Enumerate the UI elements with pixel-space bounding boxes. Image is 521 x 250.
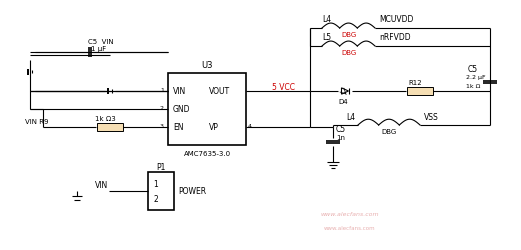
Text: L4: L4 [322, 16, 331, 24]
Text: VOUT: VOUT [208, 86, 230, 96]
Text: 1k Ω3: 1k Ω3 [95, 116, 115, 122]
Bar [168, 73, 246, 145]
Text: C5  VIN: C5 VIN [88, 39, 114, 45]
Text: AMC7635-3.0: AMC7635-3.0 [183, 151, 231, 157]
Text: DBG: DBG [381, 129, 396, 135]
Text: 1: 1 [160, 88, 164, 94]
Text: 2: 2 [153, 195, 158, 204]
Text: GND: GND [173, 104, 191, 114]
Text: VIN: VIN [95, 182, 108, 190]
Text: 2.2 μF: 2.2 μF [466, 76, 486, 80]
Text: 2: 2 [160, 106, 164, 112]
Text: 1 μF: 1 μF [91, 46, 106, 52]
Text: VIN R9: VIN R9 [25, 119, 48, 125]
Text: POWER: POWER [178, 186, 206, 196]
Text: P1: P1 [156, 162, 166, 172]
Polygon shape [341, 88, 349, 94]
Text: C5: C5 [336, 126, 346, 134]
Text: DBG: DBG [341, 32, 356, 38]
Text: MCUVDD: MCUVDD [379, 16, 413, 24]
Text: DBG: DBG [341, 50, 356, 56]
Text: 1n: 1n [336, 135, 345, 141]
Text: C5: C5 [468, 66, 478, 74]
Text: www.alecfans.com: www.alecfans.com [321, 212, 379, 218]
Text: VP: VP [208, 122, 218, 132]
Text: L4: L4 [346, 114, 355, 122]
Text: EN: EN [173, 122, 183, 132]
Bar [148, 172, 174, 210]
Text: U3: U3 [201, 62, 213, 70]
Text: 1k Ω: 1k Ω [466, 84, 480, 89]
Text: VIN: VIN [173, 86, 186, 96]
Bar [97, 123, 123, 131]
Text: nRFVDD: nRFVDD [379, 34, 411, 42]
Text: www.alecfans.com: www.alecfans.com [324, 226, 376, 230]
Text: 5 VCC: 5 VCC [272, 82, 295, 92]
Text: 3: 3 [160, 124, 164, 130]
Text: R12: R12 [408, 80, 422, 86]
Text: L5: L5 [322, 34, 331, 42]
Text: 1: 1 [153, 180, 158, 189]
Text: VSS: VSS [424, 114, 439, 122]
Bar [407, 87, 433, 95]
Text: 4: 4 [248, 124, 252, 130]
Text: D4: D4 [338, 99, 348, 105]
